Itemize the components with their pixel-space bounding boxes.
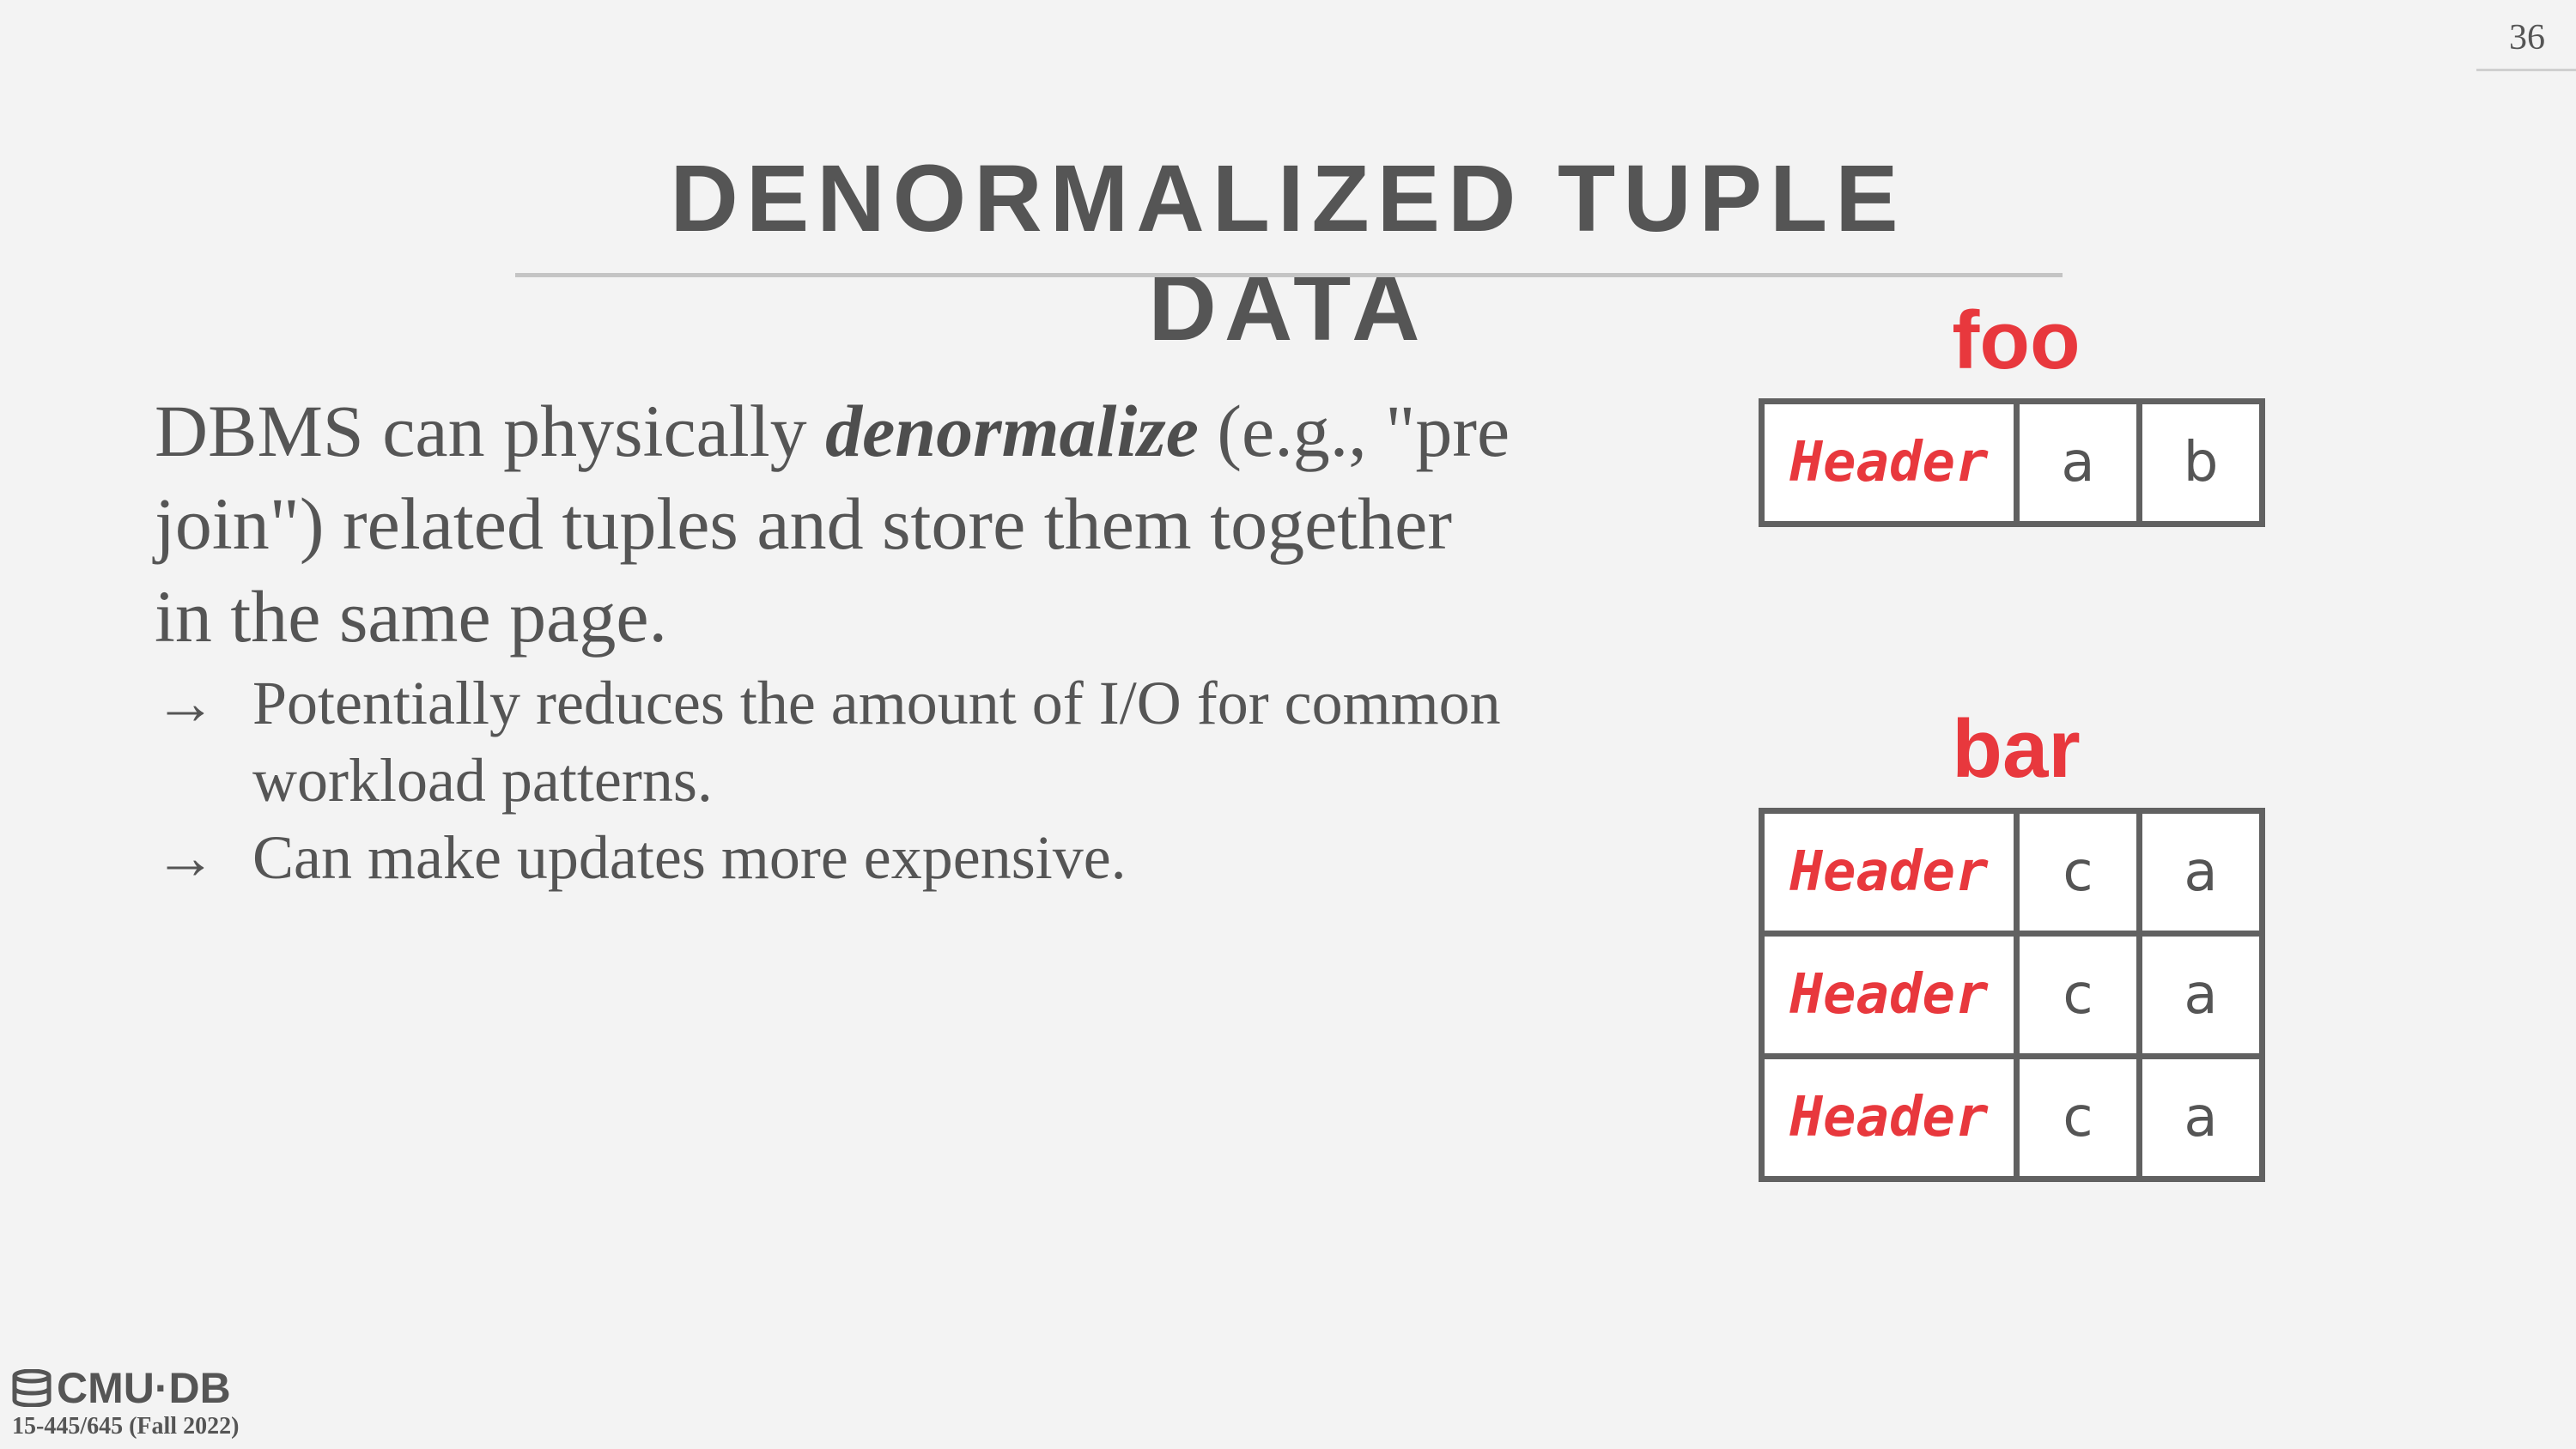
tuple-value-cell: c <box>2014 1053 2142 1182</box>
arrow-icon: → <box>155 669 216 737</box>
slide-number-divider <box>2476 69 2576 71</box>
title-divider <box>515 273 2063 277</box>
tuple-header-cell: Header <box>1759 931 2020 1059</box>
tuple-value-cell: a <box>2136 1053 2265 1182</box>
tuple-header-cell: Header <box>1759 808 2020 937</box>
lead-paragraph: DBMS can physically denormalize (e.g., "… <box>155 385 1511 663</box>
cmu-db-logo: CMU·DB <box>12 1363 231 1413</box>
database-icon <box>12 1369 52 1407</box>
table-foo: Header a b <box>1759 398 2265 527</box>
tuple-value-cell: a <box>2136 931 2265 1059</box>
bullet-item: → Potentially reduces the amount of I/O … <box>155 664 1511 819</box>
bullet-text: Potentially reduces the amount of I/O fo… <box>252 669 1501 815</box>
slide-title: DENORMALIZED TUPLE DATA <box>670 146 1906 361</box>
tuple-row: Header c a <box>1759 1053 2265 1182</box>
arrow-icon: → <box>155 823 216 892</box>
tuple-value-cell: b <box>2136 398 2265 527</box>
lead-suffix: (e.g., "pre join") related tuples and st… <box>155 390 1510 658</box>
slide-body: DBMS can physically denormalize (e.g., "… <box>155 385 1511 896</box>
tuple-row: Header c a <box>1759 808 2265 937</box>
bullet-list: → Potentially reduces the amount of I/O … <box>155 664 1511 896</box>
lead-prefix: DBMS can physically <box>155 390 826 472</box>
table-bar: Header c a Header c a Header c a <box>1759 808 2265 1182</box>
tuple-row: Header c a <box>1759 931 2265 1059</box>
tuple-value-cell: a <box>2014 398 2142 527</box>
tuple-row: Header a b <box>1759 398 2265 527</box>
table-label-foo: foo <box>1952 294 2081 386</box>
tuple-value-cell: a <box>2136 808 2265 937</box>
slide-number: 36 <box>2509 18 2545 58</box>
tuple-header-cell: Header <box>1759 398 2020 527</box>
tuple-header-cell: Header <box>1759 1053 2020 1182</box>
course-label: 15-445/645 (Fall 2022) <box>12 1413 240 1440</box>
tuple-value-cell: c <box>2014 931 2142 1059</box>
tuple-value-cell: c <box>2014 808 2142 937</box>
table-label-bar: bar <box>1952 703 2081 795</box>
bullet-item: → Can make updates more expensive. <box>155 819 1511 896</box>
logo-text: CMU·DB <box>57 1364 231 1412</box>
bullet-text: Can make updates more expensive. <box>252 823 1127 892</box>
lead-emphasis: denormalize <box>825 390 1199 472</box>
